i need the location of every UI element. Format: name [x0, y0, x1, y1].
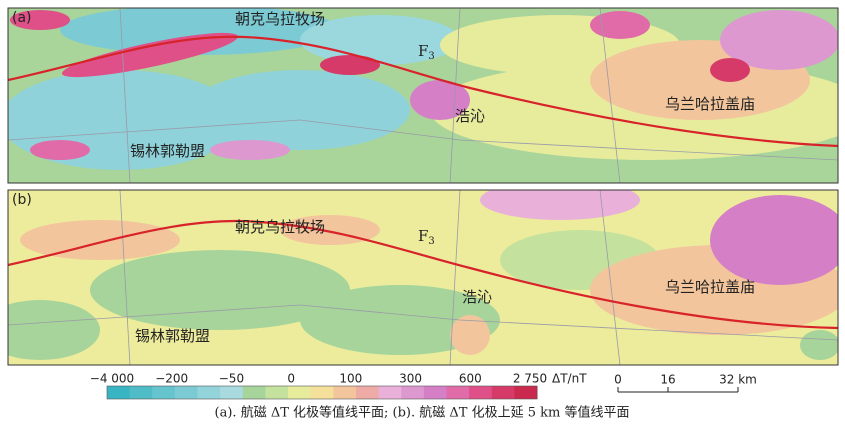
colorbar-swatch — [220, 386, 244, 399]
colorbar-swatch — [355, 386, 380, 399]
place-name: 朝克乌拉牧场 — [235, 10, 325, 28]
fault-label: F3 — [418, 227, 435, 247]
place-name: 浩沁 — [462, 288, 492, 306]
colorbar-swatch — [288, 386, 312, 399]
colorbar-swatch — [197, 386, 221, 399]
colorbar-swatch — [174, 386, 199, 399]
colorbar-tick-label: 100 — [339, 372, 362, 386]
place-name: 乌兰哈拉盖庙 — [665, 278, 755, 296]
colorbar-swatch — [310, 386, 334, 399]
fault-name: F — [418, 42, 428, 60]
colorbar-swatch — [152, 386, 176, 399]
scale-label: 0 — [614, 373, 622, 387]
place-name: 锡林郭勒盟 — [135, 327, 210, 345]
colorbar-tick-label: 0 — [287, 372, 295, 386]
colorbar-tick-label: 2 750 — [513, 372, 547, 386]
place-name: 朝克乌拉牧场 — [235, 218, 325, 236]
colorbar-tick-label: 300 — [399, 372, 422, 386]
colorbar-swatch — [469, 386, 493, 399]
colorbar-swatch — [491, 386, 515, 399]
panel-label: (b) — [12, 192, 32, 208]
fault-name: F — [418, 227, 428, 245]
colorbar-frame — [106, 385, 538, 400]
colorbar-tick-label: −50 — [219, 372, 244, 386]
map-panel-b — [8, 190, 838, 365]
place-name: 乌兰哈拉盖庙 — [665, 95, 755, 113]
scale-label: 16 — [660, 373, 675, 387]
colorbar-swatch — [242, 386, 266, 399]
colorbar-swatch — [446, 386, 470, 399]
map-panel-a — [8, 8, 838, 183]
colorbar-swatch — [265, 386, 289, 399]
colorbar-tick-label: −200 — [155, 372, 188, 386]
place-name: 锡林郭勒盟 — [130, 142, 205, 160]
caption: (a). 航磁 ΔT 化极等值线平面; (b). 航磁 ΔT 化极上延 5 km… — [215, 405, 630, 421]
scale-label: 32 km — [719, 373, 757, 387]
colorbar-swatch — [514, 386, 538, 399]
colorbar-swatch — [129, 386, 153, 399]
colorbar-swatch — [107, 386, 131, 399]
place-name: 浩沁 — [455, 107, 485, 125]
colorbar: −4 000 −200 −50 0 100 300 600 2 750 — [90, 372, 547, 400]
fault-label: F3 — [418, 42, 435, 62]
scale-bar: 0 16 32 km — [614, 373, 757, 393]
colorbar-swatch — [333, 386, 357, 399]
colorbar-unit: ΔT/nT — [552, 372, 587, 386]
colorbar-swatch — [423, 386, 447, 399]
colorbar-swatch — [401, 386, 425, 399]
colorbar-tick-label: −4 000 — [90, 372, 134, 386]
colorbar-swatch — [378, 386, 402, 399]
fault-subscript: 3 — [428, 236, 434, 247]
colorbar-tick-label: 600 — [459, 372, 482, 386]
fault-subscript: 3 — [428, 51, 434, 62]
panel-label: (a) — [12, 10, 32, 26]
